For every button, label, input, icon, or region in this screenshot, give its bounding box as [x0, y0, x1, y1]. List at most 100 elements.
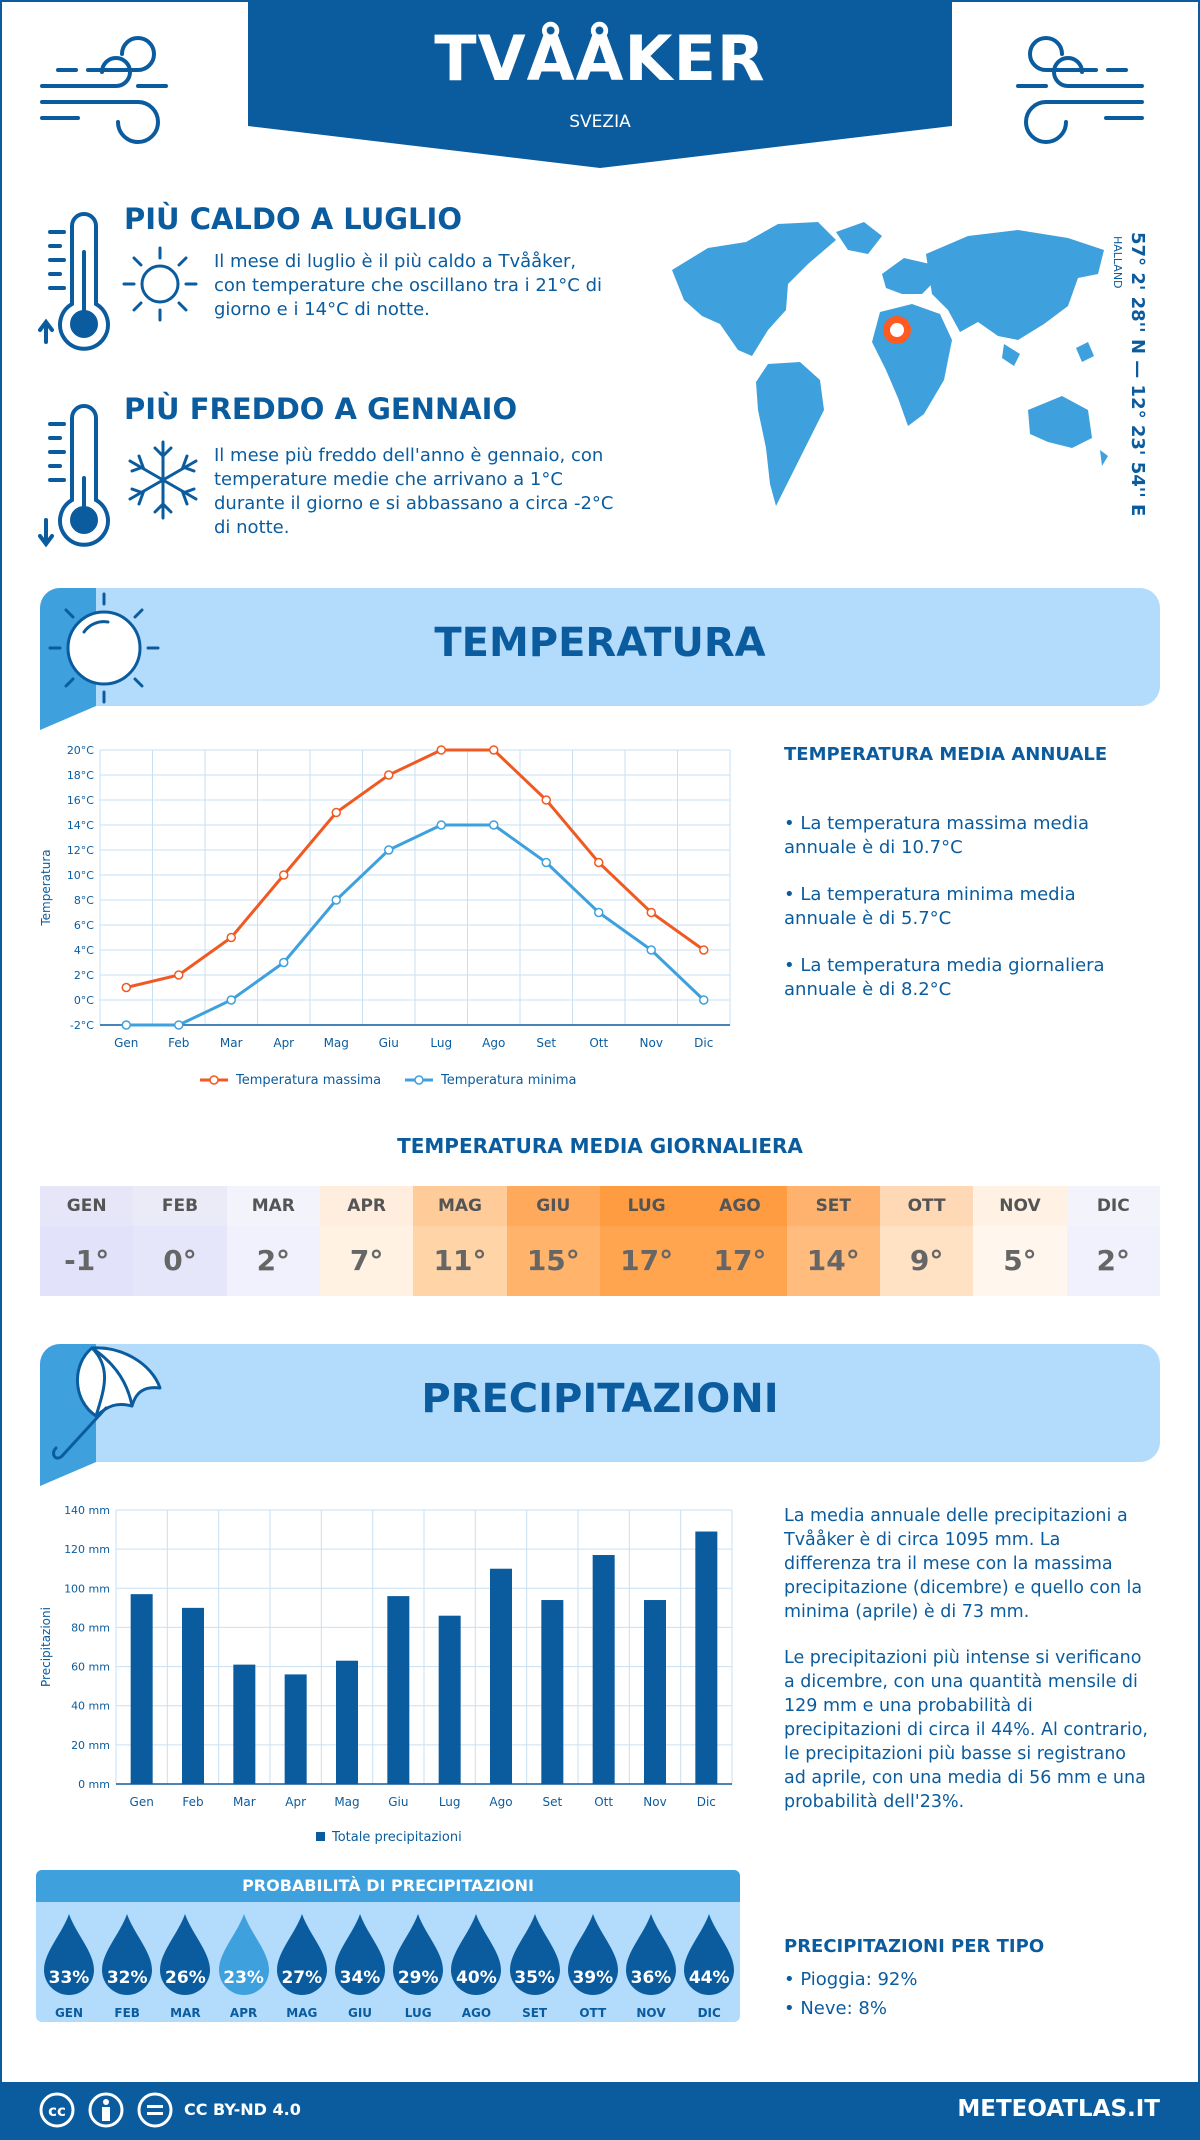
precip-drop: 35% SET	[506, 1912, 564, 2020]
x-tick-label: Dic	[694, 1036, 713, 1050]
x-tick-label: Gen	[114, 1036, 138, 1050]
x-tick-label: Mar	[233, 1795, 256, 1809]
sun-icon	[122, 246, 198, 322]
data-point	[489, 745, 499, 755]
y-tick-label: 0°C	[74, 994, 94, 1007]
precip-drop: 27% MAG	[273, 1912, 331, 2020]
y-tick-label: 20°C	[67, 744, 94, 757]
precip-probability-value: 44%	[688, 1968, 730, 1988]
precip-probability-value: 36%	[630, 1968, 672, 1988]
license-icons: cc	[39, 2092, 173, 2128]
x-tick-label: Feb	[182, 1795, 203, 1809]
data-point	[436, 820, 446, 830]
bar	[284, 1674, 307, 1784]
annual-temp-max: • La temperatura massima media annuale è…	[784, 813, 1090, 858]
bar	[387, 1596, 410, 1784]
daily-temp-value: 2°	[226, 1226, 320, 1296]
precip-summary-2: Le precipitazioni più intense si verific…	[784, 1648, 1148, 1812]
y-tick-label: 60 mm	[71, 1661, 110, 1674]
x-tick-label: Apr	[285, 1795, 306, 1809]
x-tick-label: Gen	[130, 1795, 154, 1809]
svg-text:cc: cc	[48, 2102, 66, 2120]
precip-probability-value: 29%	[397, 1968, 439, 1988]
daily-temp-cell: APR 7°	[319, 1186, 414, 1296]
bar	[130, 1594, 153, 1784]
bar	[438, 1615, 461, 1784]
precip-drop: 26% MAR	[156, 1912, 214, 2020]
precip-probability-value: 32%	[106, 1968, 148, 1988]
daily-temp-month: FEB	[133, 1186, 227, 1226]
x-tick-label: Giu	[388, 1795, 408, 1809]
precip-type-title: PRECIPITAZIONI PER TIPO	[784, 1936, 1045, 1957]
bar	[490, 1568, 512, 1784]
coordinates: 57° 2' 28'' N — 12° 23' 54'' E	[1127, 232, 1148, 517]
precip-summary-1: La media annuale delle precipitazioni a …	[784, 1506, 1143, 1622]
legend-label: Totale precipitazioni	[331, 1830, 462, 1845]
precip-drop: 40% AGO	[447, 1912, 505, 2020]
data-point	[331, 895, 341, 905]
precip-probability-month: DIC	[697, 2006, 721, 2020]
annual-temp-avg: • La temperatura media giornaliera annua…	[784, 955, 1105, 1000]
precip-probability-month: NOV	[636, 2006, 666, 2020]
y-tick-label: 4°C	[74, 944, 94, 957]
legend-marker	[414, 1075, 424, 1085]
precip-probability-month: LUG	[404, 2006, 432, 2020]
precip-probability-drops: 33% GEN 32% FEB 26% MAR 23% APR 27% MAG 34% GIU 29% L…	[36, 1902, 740, 2020]
city-title: TVÅÅKER	[434, 22, 766, 95]
precip-drop: 34% GIU	[331, 1912, 389, 2020]
daily-temp-value: 14°	[786, 1226, 880, 1296]
sun-band-icon	[48, 592, 160, 704]
thermometer-down-icon	[38, 404, 110, 548]
daily-temp-value: -1°	[40, 1226, 134, 1296]
raindrop-icon	[276, 1914, 327, 1995]
precip-probability-value: 33%	[48, 1968, 90, 1988]
precip-probability-value: 35%	[514, 1968, 555, 1988]
daily-temp-month: OTT	[879, 1186, 974, 1226]
precip-probability-value: 34%	[339, 1968, 381, 1988]
x-tick-label: Set	[536, 1036, 556, 1050]
bar	[336, 1660, 358, 1784]
data-point	[174, 1020, 184, 1030]
x-tick-label: Apr	[273, 1036, 294, 1050]
data-point	[594, 857, 604, 868]
snowflake-icon	[128, 440, 198, 520]
legend-swatch	[316, 1832, 325, 1841]
brand-name[interactable]: METEOATLAS.IT	[957, 2096, 1160, 2122]
data-point	[226, 995, 236, 1005]
x-tick-label: Lug	[430, 1036, 452, 1050]
y-tick-label: 80 mm	[71, 1621, 110, 1634]
wind-icon-left	[40, 36, 168, 144]
precip-type-snow: • Neve: 8%	[784, 1998, 887, 2019]
precip-probability-month: FEB	[114, 2006, 140, 2020]
region-name: HALLAND	[1111, 236, 1124, 289]
precip-probability-month: SET	[522, 2006, 548, 2020]
precip-probability-month: MAG	[286, 2006, 318, 2020]
daily-temp-cell: NOV 5°	[973, 1186, 1067, 1296]
y-axis-label: Temperatura	[39, 849, 53, 926]
x-tick-label: Giu	[379, 1036, 399, 1050]
annual-temp-min: • La temperatura minima media annuale è …	[784, 884, 1076, 929]
y-tick-label: 140 mm	[64, 1504, 110, 1517]
data-point	[121, 1020, 131, 1030]
precip-probability-month: GIU	[347, 2006, 373, 2020]
precip-probability-month: OTT	[579, 2006, 607, 2020]
hottest-title: PIÙ CALDO A LUGLIO	[124, 202, 462, 236]
data-point	[384, 845, 394, 855]
raindrop-icon	[335, 1914, 385, 1995]
y-tick-label: 0 mm	[78, 1778, 110, 1791]
daily-temp-cell: GEN -1°	[40, 1186, 134, 1296]
y-tick-label: 100 mm	[64, 1582, 110, 1595]
hottest-text: Il mese di luglio è il più caldo a Tvååk…	[214, 251, 603, 320]
x-tick-label: Dic	[697, 1795, 716, 1809]
precip-probability-month: APR	[229, 2006, 258, 2020]
data-point	[541, 795, 551, 805]
daily-temp-cell: DIC 2°	[1066, 1186, 1160, 1296]
precip-probability-value: 40%	[456, 1968, 497, 1988]
y-tick-label: 14°C	[67, 819, 94, 832]
daily-temp-cell: OTT 9°	[879, 1186, 974, 1296]
precip-probability-month: MAR	[170, 2006, 201, 2020]
daily-temp-cell: LUG 17°	[599, 1186, 694, 1296]
world-map	[672, 222, 1108, 506]
series-line	[126, 823, 705, 1027]
precipitation-chart: 0 mm 20 mm 40 mm 60 mm 80 mm 100 mm 120 mm 140 …	[39, 1504, 733, 1845]
